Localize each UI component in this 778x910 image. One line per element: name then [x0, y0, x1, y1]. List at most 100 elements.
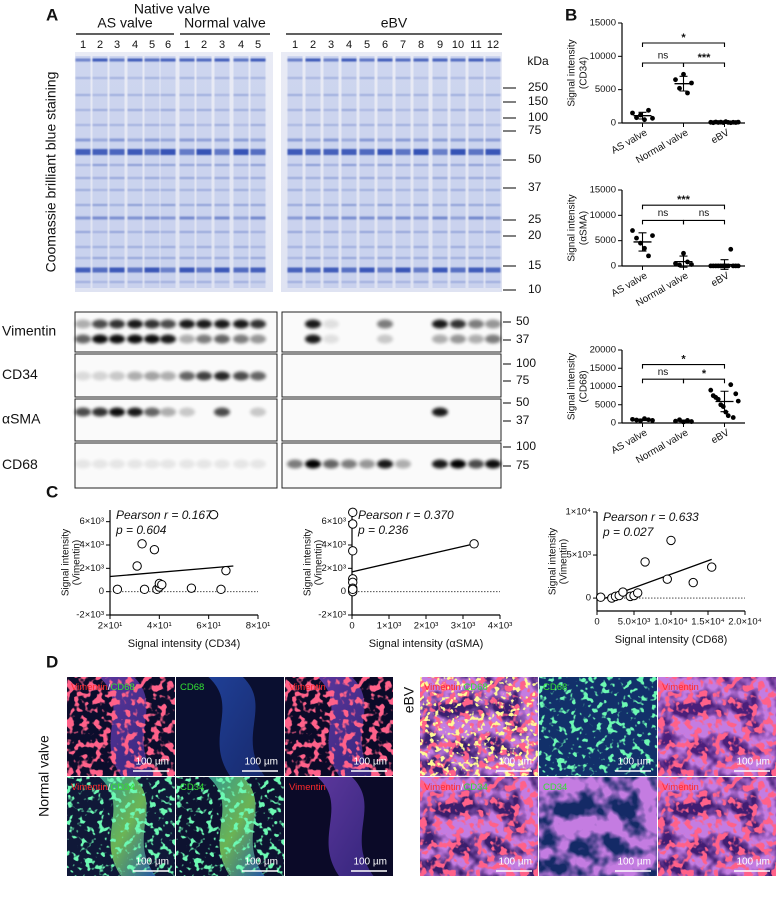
gel-band: [160, 77, 176, 79]
channel-label: CD68: [543, 682, 567, 693]
gel-band: [432, 58, 448, 62]
gel-band: [359, 216, 375, 220]
channel-name: Vimentin: [662, 682, 699, 693]
unit-label: kDa: [527, 54, 549, 68]
gel-band: [144, 177, 160, 179]
significance-bracket: [682, 219, 726, 225]
gel-band: [341, 246, 357, 248]
data-point: [596, 592, 606, 602]
data-point: [112, 584, 123, 595]
data-point: [630, 416, 635, 422]
gel-band: [287, 77, 303, 79]
gel-band: [359, 149, 375, 155]
gel-band: [75, 204, 91, 206]
significance-bracket: [641, 364, 726, 369]
gel-band: [75, 177, 91, 179]
gel-band: [287, 281, 303, 283]
gel-band: [109, 124, 125, 126]
blot-band: [92, 371, 108, 381]
gel-band: [75, 77, 91, 79]
x-tick-label: 5.0×10³: [618, 617, 651, 628]
blot-band: [233, 319, 249, 329]
data-point: [677, 262, 682, 268]
gel-band: [377, 58, 393, 62]
data-point: [221, 565, 231, 576]
gel-band: [214, 189, 230, 191]
gel-band: [214, 257, 230, 259]
gel-band: [250, 124, 266, 126]
gel-band: [468, 216, 484, 220]
gel-band: [109, 164, 125, 166]
blot-band: [432, 319, 448, 329]
gel-band: [250, 149, 266, 155]
gel-band: [144, 267, 160, 273]
blot-band: [395, 459, 411, 469]
error-bar: [638, 418, 647, 422]
gel-band: [196, 257, 212, 259]
gel-band: [127, 58, 143, 62]
gel-band: [287, 204, 303, 206]
gel-band: [359, 267, 375, 273]
channel-label: Vimentin: [662, 682, 699, 693]
gel-band: [127, 257, 143, 259]
gel-band: [250, 109, 266, 111]
blot-band: [323, 319, 339, 329]
gel-band: [92, 246, 108, 248]
fit-line: [109, 565, 234, 578]
gel-band: [109, 77, 125, 79]
gel-band: [144, 257, 160, 259]
gel-band: [196, 267, 212, 273]
data-point: [681, 71, 686, 77]
y-tick-label: 0: [611, 118, 616, 129]
y-tick-label: 0: [611, 418, 616, 429]
blot-band: [233, 371, 249, 381]
x-tick-label: 2×10¹: [98, 621, 123, 632]
data-point: [735, 119, 741, 125]
lane-number: 1: [292, 39, 298, 51]
data-point: [630, 228, 635, 233]
blot-band: [92, 334, 108, 344]
gel-band: [395, 109, 411, 111]
gel-band: [305, 204, 321, 206]
data-point: [681, 250, 686, 256]
signal: [67, 677, 175, 776]
marker-label: 75: [528, 123, 542, 137]
lane-number: 3: [114, 39, 120, 51]
gel-band: [92, 189, 108, 191]
gel-band: [250, 77, 266, 79]
channel-label: CD34: [543, 782, 567, 793]
blot-band: [485, 334, 501, 344]
gel-band: [144, 281, 160, 283]
lane-number: 9: [437, 39, 443, 51]
channel-name: CD68: [180, 682, 204, 693]
gel-band: [413, 257, 429, 259]
gel-band: [432, 246, 448, 248]
gel-band: [450, 216, 466, 220]
data-point: [137, 539, 147, 549]
gel-band: [196, 204, 212, 206]
scale-bar-label: 100 µm: [498, 857, 532, 868]
error-bar: [679, 255, 688, 268]
gel-band: [450, 189, 466, 191]
gel-band: [250, 216, 266, 220]
gel-band: [468, 267, 484, 273]
gel-band: [75, 94, 91, 96]
gel-band: [395, 164, 411, 166]
gel-band: [250, 204, 266, 206]
gel-band: [109, 138, 125, 142]
blot-band: [127, 334, 143, 344]
gel-band: [144, 189, 160, 191]
gel-band: [468, 281, 484, 283]
gel-band: [160, 231, 176, 233]
marker-label: 75: [516, 458, 530, 472]
gel-band: [359, 189, 375, 191]
gel-band: [127, 267, 143, 273]
error-bar: [679, 75, 688, 92]
gel-band: [377, 204, 393, 206]
gel-band: [179, 164, 195, 166]
panel-label: C: [46, 482, 58, 501]
gel-band: [323, 177, 339, 179]
gel-band: [450, 58, 466, 62]
data-point: [208, 509, 219, 520]
